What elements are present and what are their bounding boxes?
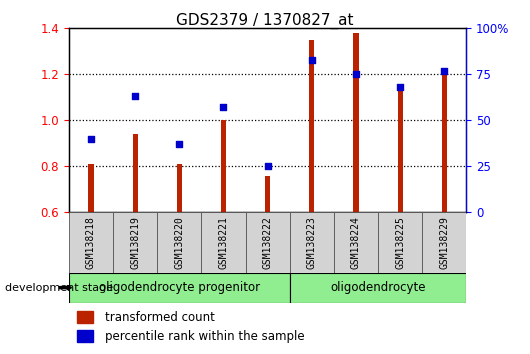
Point <box>87 136 95 142</box>
Bar <box>354 33 359 212</box>
Point <box>440 68 448 74</box>
Bar <box>309 40 314 212</box>
Text: GSM138221: GSM138221 <box>218 216 228 269</box>
Point <box>131 93 139 99</box>
Text: GSM138225: GSM138225 <box>395 216 405 269</box>
Bar <box>378 212 422 273</box>
Bar <box>441 72 447 212</box>
Bar <box>398 91 403 212</box>
Text: GSM138229: GSM138229 <box>439 216 449 269</box>
Text: transformed count: transformed count <box>105 311 215 324</box>
Text: GSM138220: GSM138220 <box>174 216 184 269</box>
Bar <box>69 273 290 303</box>
Bar <box>69 212 113 273</box>
Text: development stage: development stage <box>5 282 113 293</box>
Point <box>263 164 272 169</box>
Point <box>307 57 316 62</box>
Point <box>396 84 404 90</box>
Bar <box>290 273 466 303</box>
Point <box>219 105 228 110</box>
Text: GDS2379 / 1370827_at: GDS2379 / 1370827_at <box>176 12 354 29</box>
Text: oligodendrocyte progenitor: oligodendrocyte progenitor <box>99 281 260 294</box>
Bar <box>245 212 290 273</box>
Bar <box>422 212 466 273</box>
Bar <box>77 311 93 323</box>
Text: GSM138223: GSM138223 <box>307 216 317 269</box>
Text: GSM138218: GSM138218 <box>86 216 96 269</box>
Bar <box>221 120 226 212</box>
Bar <box>157 212 201 273</box>
Text: GSM138222: GSM138222 <box>263 216 272 269</box>
Text: GSM138219: GSM138219 <box>130 216 140 269</box>
Bar <box>89 164 94 212</box>
Bar <box>334 212 378 273</box>
Bar <box>132 134 138 212</box>
Text: GSM138224: GSM138224 <box>351 216 361 269</box>
Bar <box>201 212 245 273</box>
Bar <box>265 176 270 212</box>
Bar <box>290 212 334 273</box>
Text: oligodendrocyte: oligodendrocyte <box>330 281 426 294</box>
Bar <box>113 212 157 273</box>
Point <box>175 142 183 147</box>
Text: percentile rank within the sample: percentile rank within the sample <box>105 330 304 343</box>
Bar <box>176 164 182 212</box>
Bar <box>77 330 93 342</box>
Point <box>352 72 360 77</box>
